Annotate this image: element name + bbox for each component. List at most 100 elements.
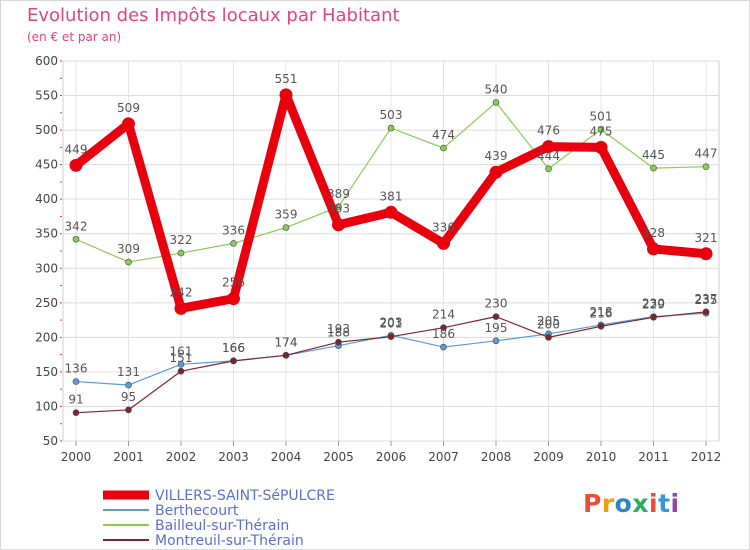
- data-label: 256: [222, 276, 245, 290]
- data-point: [597, 126, 605, 133]
- x-tick-label: 2001: [113, 450, 144, 464]
- chart-title: Evolution des Impôts locaux par Habitant: [27, 5, 400, 26]
- data-label: 336: [222, 223, 245, 237]
- data-point: [437, 236, 450, 250]
- data-point: [647, 242, 660, 256]
- data-point: [594, 140, 608, 154]
- y-tick-label: 500: [35, 123, 58, 137]
- data-label: 186: [432, 327, 455, 341]
- x-tick-label: 2011: [638, 450, 669, 464]
- data-point: [440, 324, 447, 331]
- data-label: 449: [65, 142, 88, 156]
- data-label: 328: [642, 226, 665, 240]
- x-tick-label: 2000: [61, 450, 92, 464]
- legend-label: VILLERS-SAINT-SéPULCRE: [155, 488, 335, 504]
- data-label: 447: [695, 147, 718, 161]
- data-label: 91: [68, 393, 83, 407]
- data-point: [125, 406, 132, 414]
- data-point: [542, 140, 555, 154]
- x-tick-label: 2003: [218, 450, 249, 464]
- x-tick-label: 2008: [481, 450, 512, 464]
- data-point: [699, 247, 713, 261]
- data-point: [387, 333, 395, 340]
- data-point: [702, 308, 710, 316]
- data-label: 161: [170, 344, 193, 358]
- data-label: 174: [275, 335, 298, 349]
- data-label: 322: [170, 233, 193, 247]
- proxiti-logo: Proxiti: [583, 489, 680, 518]
- data-point: [282, 224, 290, 231]
- legend-label: Montreuil-sur-Thérain: [155, 533, 304, 549]
- data-label: 214: [432, 308, 455, 322]
- data-label: 201: [380, 317, 403, 331]
- y-tick-label: 450: [35, 158, 58, 172]
- data-label: 203: [380, 315, 403, 329]
- data-label: 540: [485, 82, 508, 96]
- data-label: 336: [432, 220, 455, 234]
- data-label: 359: [275, 208, 298, 222]
- data-label: 381: [380, 189, 403, 203]
- chart-subtitle: (en € et par an): [27, 30, 122, 44]
- data-point: [332, 218, 345, 232]
- data-label: 188: [327, 326, 350, 340]
- data-point: [72, 235, 80, 243]
- data-point: [489, 165, 503, 179]
- data-label: 95: [121, 390, 136, 404]
- data-point: [72, 409, 80, 416]
- data-point: [335, 338, 342, 346]
- y-tick-label: 600: [35, 54, 58, 68]
- data-point: [702, 163, 710, 171]
- data-point: [227, 292, 240, 306]
- data-label: 309: [117, 242, 140, 256]
- data-label: 229: [642, 297, 665, 311]
- data-point: [545, 165, 552, 173]
- data-label: 218: [590, 305, 613, 319]
- legend-label: Bailleul-sur-Thérain: [155, 518, 289, 534]
- data-point: [492, 313, 500, 320]
- y-tick-label: 300: [35, 261, 58, 275]
- data-label: 166: [222, 341, 245, 355]
- legend: VILLERS-SAINT-SéPULCREBerthecourtBailleu…: [103, 488, 335, 549]
- data-point: [440, 343, 447, 351]
- data-label: 363: [327, 202, 350, 216]
- series-points: [69, 88, 713, 416]
- data-label: 439: [485, 149, 508, 163]
- data-label: 193: [327, 322, 350, 336]
- data-label: 151: [170, 351, 193, 365]
- data-label: 166: [222, 341, 245, 355]
- data-labels: 342 309 322 336 359 389 503 474 540 444 501 445 447 1…: [65, 72, 718, 407]
- data-point: [122, 117, 135, 131]
- axes: 50 100 150 200 250 300 350 400 450 500 550 600 2000 2…: [35, 54, 721, 464]
- x-tick-label: 2010: [586, 450, 617, 464]
- data-label: 242: [170, 285, 193, 299]
- y-tick-label: 250: [35, 296, 58, 310]
- data-label: 230: [642, 297, 665, 311]
- y-tick-label: 150: [35, 365, 58, 379]
- data-label: 476: [537, 124, 560, 138]
- y-tick-label: 50: [43, 434, 58, 448]
- data-point: [177, 361, 185, 368]
- data-label: 389: [327, 187, 350, 201]
- y-tick-label: 550: [35, 89, 58, 103]
- data-label: 230: [485, 297, 508, 311]
- data-label: 200: [537, 317, 560, 331]
- y-tick-label: 400: [35, 192, 58, 206]
- data-point: [230, 240, 237, 247]
- data-label: 216: [590, 306, 613, 320]
- data-point: [650, 164, 657, 172]
- legend-label: Berthecourt: [155, 503, 239, 519]
- data-point: [492, 337, 500, 345]
- data-point: [492, 99, 500, 106]
- x-tick-label: 2004: [271, 450, 302, 464]
- data-label: 235: [695, 293, 718, 307]
- data-point: [650, 314, 657, 321]
- data-point: [125, 258, 132, 266]
- data-label: 551: [275, 72, 298, 86]
- data-label: 131: [117, 365, 140, 379]
- data-label: 503: [380, 108, 403, 122]
- x-tick-label: 2012: [691, 450, 722, 464]
- y-tick-label: 100: [35, 399, 58, 413]
- data-point: [335, 203, 342, 211]
